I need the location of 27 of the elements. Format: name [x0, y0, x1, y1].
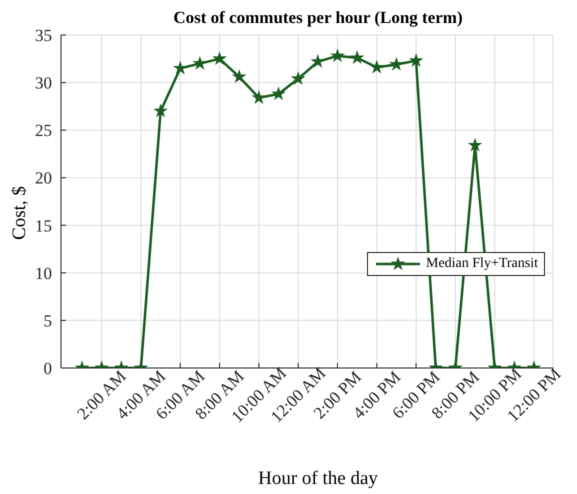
point — [154, 104, 168, 117]
chart-title: Cost of commutes per hour (Long term) — [172, 8, 464, 28]
point — [232, 70, 246, 82]
point — [213, 52, 226, 64]
y-tick-label: 5 — [44, 311, 52, 330]
y-tick-label: 10 — [35, 264, 52, 283]
y-tick-label: 35 — [35, 26, 52, 46]
y-axis-title: Cost, $ — [9, 186, 31, 240]
y-tick-label: 0 — [44, 359, 52, 378]
point — [390, 58, 403, 70]
point — [272, 87, 285, 100]
point — [193, 56, 206, 70]
point — [370, 60, 384, 73]
point — [468, 138, 482, 151]
x-axis-title: Hour of the day — [257, 468, 379, 490]
y-tick-label: 30 — [35, 74, 52, 93]
y-tick-label: 25 — [35, 121, 52, 140]
legend-label: Median Fly+Transit — [426, 256, 538, 272]
y-tick-label: 15 — [35, 216, 52, 236]
point — [174, 62, 187, 74]
point — [410, 54, 423, 66]
point — [331, 49, 344, 62]
point — [350, 51, 364, 64]
point — [292, 72, 305, 84]
point — [311, 54, 324, 68]
y-tick-label: 20 — [35, 168, 52, 188]
point — [252, 91, 266, 104]
